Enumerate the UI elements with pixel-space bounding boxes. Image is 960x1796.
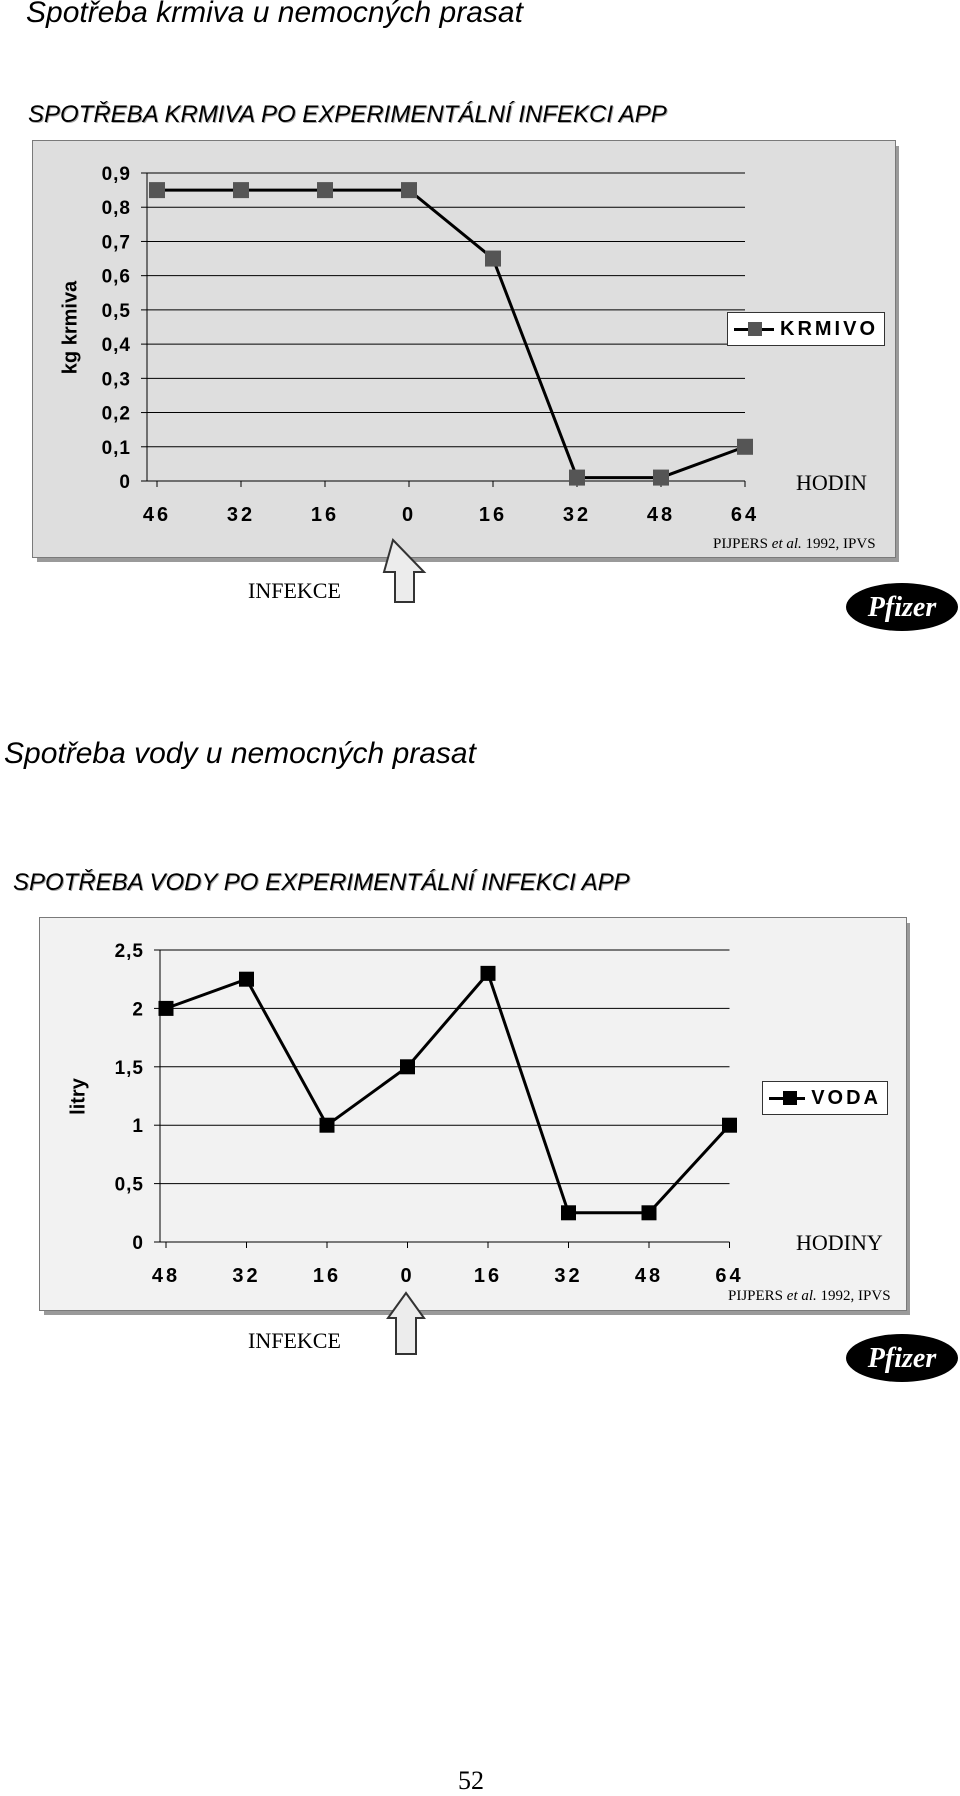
legend-label-feed: KRMIVO [780, 317, 878, 340]
source-citation-feed: PIJPERS et al. 1992, IPVS [713, 536, 876, 553]
data-point [653, 469, 669, 486]
logo-ellipse [846, 1334, 958, 1382]
x-tick-label: 48 [647, 504, 675, 526]
data-point [149, 182, 165, 199]
source-etal: et al. [771, 536, 802, 552]
y-tick-label: 2 [132, 999, 144, 1020]
data-point [737, 438, 753, 455]
x-tick-label: 32 [554, 1265, 582, 1287]
section-heading-feed: Spotřeba krmiva u nemocných prasat [26, 0, 523, 29]
logo-text: Pfizer [867, 1343, 938, 1374]
logo-ellipse [846, 583, 958, 631]
source-author: PIJPERS [713, 536, 769, 552]
data-point [233, 182, 249, 199]
y-tick-label: 0 [132, 1233, 144, 1254]
y-tick-label: 0 [119, 472, 131, 493]
y-tick-label: 0,1 [102, 438, 131, 459]
chart-title-feed: SPOTŘEBA KRMIVA PO EXPERIMENTÁLNÍ INFEKC… [28, 101, 667, 128]
data-point [319, 1117, 335, 1133]
source-rest: 1992, IPVS [805, 536, 876, 552]
data-point [400, 1059, 415, 1075]
legend-water: VODA [762, 1081, 888, 1115]
x-tick-label: 32 [227, 504, 255, 526]
x-tick-label: 64 [715, 1265, 743, 1287]
series-line-krmivo [157, 188, 746, 480]
y-tick-label: 2,5 [115, 941, 144, 962]
section-heading-water: Spotřeba vody u nemocných prasat [4, 737, 476, 770]
source-author: PIJPERS [728, 1288, 784, 1304]
data-point [158, 1000, 174, 1016]
legend-swatch [734, 322, 774, 336]
data-point [641, 1205, 657, 1221]
legend-swatch [769, 1091, 806, 1105]
x-tick-label: 32 [563, 504, 591, 526]
infection-label-feed: INFEKCE [248, 578, 341, 603]
x-tick-label: 64 [731, 504, 759, 526]
x-tick-label: 16 [479, 504, 507, 526]
x-tick-label: 16 [313, 1265, 341, 1287]
series-line-voda [165, 970, 731, 1215]
x-axis-unit-water: HODINY [796, 1230, 883, 1255]
y-tick-label: 0,5 [102, 301, 131, 322]
x-tick-label: 0 [400, 1265, 414, 1287]
y-tick-label: 0,8 [102, 198, 131, 219]
source-citation-water: PIJPERS et al. 1992, IPVS [728, 1288, 891, 1305]
legend-feed: KRMIVO [727, 312, 885, 346]
y-tick-label: 0,4 [102, 335, 131, 356]
data-point [561, 1205, 576, 1221]
x-axis-unit-feed: HODIN [796, 470, 867, 495]
y-tick-label: 1 [132, 1116, 144, 1137]
page-number: 52 [458, 1766, 484, 1795]
x-tick-label: 48 [152, 1265, 180, 1287]
x-tick-label: 16 [474, 1265, 502, 1287]
y-tick-label: 0,5 [115, 1175, 144, 1196]
x-tick-label: 48 [635, 1265, 663, 1287]
legend-label-water: VODA [811, 1086, 881, 1109]
infection-label-water: INFEKCE [248, 1328, 341, 1353]
source-rest: 1992, IPVS [820, 1288, 891, 1304]
source-etal: et al. [786, 1288, 817, 1304]
data-point [480, 965, 496, 981]
chart-panel-feed [32, 140, 896, 558]
up-arrow-icon [386, 1291, 426, 1355]
y-tick-label: 0,7 [102, 232, 131, 253]
data-point [317, 182, 333, 199]
data-point [569, 469, 585, 486]
y-tick-label: 0,3 [102, 369, 131, 390]
up-arrow-icon [382, 538, 427, 603]
data-point [722, 1117, 737, 1133]
y-tick-label: 0,2 [102, 404, 131, 425]
x-tick-label: 0 [402, 504, 416, 526]
y-tick-label: 1,5 [115, 1058, 144, 1079]
chart-title-water: SPOTŘEBA VODY PO EXPERIMENTÁLNÍ INFEKCI … [13, 869, 630, 896]
data-point [401, 182, 417, 199]
data-point [485, 250, 501, 267]
x-tick-label: 32 [232, 1265, 260, 1287]
data-point [239, 971, 254, 987]
x-tick-label: 46 [143, 504, 171, 526]
y-tick-label: 0,9 [102, 164, 131, 185]
x-tick-label: 16 [311, 504, 339, 526]
y-tick-label: 0,6 [102, 267, 131, 288]
logo-text: Pfizer [867, 592, 938, 623]
